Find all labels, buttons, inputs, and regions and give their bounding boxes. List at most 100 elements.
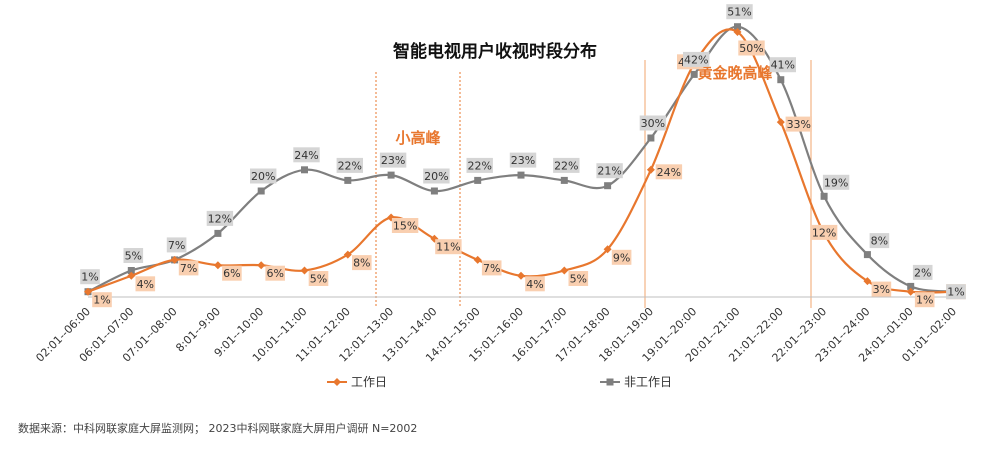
- workday-data-label: 6%: [223, 267, 240, 280]
- workday-point: [603, 245, 612, 254]
- nonworkday-line: [87, 25, 955, 293]
- workday-point: [560, 266, 569, 275]
- data-labels: 1%4%7%6%6%5%8%15%11%7%4%5%9%24%44%50%33%…: [80, 4, 966, 308]
- nonworkday-data-label: 41%: [771, 59, 795, 72]
- workday-data-label: 8%: [353, 257, 370, 270]
- workday-point: [213, 261, 222, 270]
- workday-data-label: 15%: [393, 220, 417, 233]
- nonworkday-point: [257, 187, 265, 195]
- workday-label-bg: [265, 265, 285, 281]
- nonworkday-label-bg: [123, 248, 144, 263]
- nonworkday-point: [604, 182, 612, 190]
- nonworkday-data-label: 7%: [168, 239, 185, 252]
- nonworkday-label-bg: [683, 51, 710, 67]
- nonworkday-data-label: 2%: [914, 266, 931, 279]
- workday-data-label: 24%: [657, 166, 681, 179]
- nonworkday-label-bg: [293, 147, 320, 163]
- workday-label-bg: [785, 116, 812, 132]
- x-tick-labels: 02:01--06:0006:01--07:0007:01--08:008:01…: [33, 305, 959, 365]
- workday-data-label: 11%: [436, 241, 460, 254]
- workday-label-bg: [655, 164, 683, 180]
- workday-label-bg: [810, 224, 838, 240]
- nonworkday-point: [647, 134, 655, 142]
- golden-peak-label: 黄金晚高峰: [697, 64, 773, 82]
- nonworkday-data-label: 22%: [338, 159, 362, 172]
- workday-data-label: 5%: [310, 273, 327, 286]
- legend-label-workday: 工作日: [351, 375, 387, 389]
- workday-data-label: 4%: [137, 278, 154, 291]
- workday-point: [906, 287, 915, 296]
- workday-data-label: 5%: [570, 273, 587, 286]
- workday-data-label: 6%: [266, 267, 283, 280]
- workday-data-label: 33%: [787, 118, 811, 131]
- workday-point: [343, 250, 352, 259]
- workday-label-bg: [222, 265, 242, 281]
- nonworkday-data-label: 23%: [381, 154, 405, 167]
- nonworkday-label-bg: [596, 163, 623, 179]
- nonworkday-label-bg: [423, 168, 450, 184]
- nonworkday-point: [214, 229, 222, 237]
- workday-label-bg: [391, 218, 419, 233]
- workday-data-label: 50%: [739, 42, 763, 55]
- nonworkday-label-bg: [250, 168, 277, 184]
- nonworkday-label-bg: [206, 210, 234, 226]
- workday-label-bg: [481, 260, 502, 276]
- workday-data-label: 7%: [483, 262, 500, 275]
- nonworkday-label-bg: [80, 269, 100, 285]
- workday-label-bg: [92, 292, 112, 308]
- workday-label-bg: [568, 271, 589, 286]
- nonworkday-point: [517, 171, 525, 179]
- nonworkday-data-label: 1%: [81, 271, 98, 284]
- workday-point: [170, 255, 179, 264]
- nonworkday-data-label: 22%: [554, 159, 578, 172]
- nonworkday-label-bg: [822, 174, 850, 190]
- workday-data-label: 3%: [873, 283, 890, 296]
- workday-point: [776, 118, 785, 127]
- nonworkday-label-bg: [726, 4, 753, 20]
- workday-point: [127, 271, 136, 280]
- nonworkday-label-bg: [639, 115, 667, 131]
- nonworkday-label-bg: [912, 264, 933, 280]
- nonworkday-point: [127, 267, 135, 274]
- workday-label-bg: [352, 255, 372, 271]
- workday-label-bg: [611, 249, 632, 265]
- nonworkday-data-label: 21%: [597, 165, 621, 178]
- nonworkday-data-label: 22%: [467, 159, 491, 172]
- nonworkday-label-bg: [336, 157, 363, 173]
- workday-data-label: 1%: [93, 294, 110, 307]
- workday-point: [84, 287, 92, 296]
- workday-label-bg: [435, 239, 462, 255]
- chart-title: 智能电视用户收视时段分布: [393, 41, 597, 62]
- nonworkday-point: [387, 171, 395, 179]
- nonworkday-data-label: 20%: [251, 170, 275, 183]
- workday-label-bg: [525, 276, 545, 292]
- nonworkday-label-bg: [869, 233, 890, 249]
- workday-label-bg: [738, 40, 765, 56]
- source-note: 数据来源：中科网联家庭大屏监测网； 2023中科网联家庭大屏用户调研 N=200…: [18, 421, 417, 435]
- workday-line: [87, 28, 955, 294]
- nonworkday-point: [301, 166, 308, 174]
- workday-point: [257, 261, 266, 270]
- nonworkday-data-label: 5%: [125, 250, 142, 263]
- nonworkday-label-bg: [553, 157, 580, 173]
- nonworkday-point: [734, 23, 741, 31]
- nonworkday-label-bg: [379, 152, 407, 168]
- legend: 工作日 非工作日: [327, 375, 672, 389]
- nonworkday-label-bg: [946, 284, 966, 300]
- workday-data-label: 4%: [526, 278, 543, 291]
- workday-point: [733, 28, 742, 36]
- workday-point: [300, 266, 309, 275]
- workday-data-label: 1%: [916, 294, 933, 307]
- nonworkday-data-label: 12%: [208, 212, 232, 225]
- workday-point: [517, 271, 525, 280]
- legend-label-nonworkday: 非工作日: [624, 375, 672, 389]
- legend-marker-nonworkday: [606, 378, 614, 386]
- nonworkday-label-bg: [769, 57, 796, 73]
- nonworkday-point: [863, 251, 871, 259]
- nonworkday-data-label: 20%: [424, 170, 448, 183]
- nonworkday-point: [344, 176, 352, 184]
- nonworkday-data-label: 23%: [511, 154, 535, 167]
- nonworkday-data-label: 42%: [684, 53, 708, 66]
- nonworkday-data-label: 19%: [824, 176, 848, 189]
